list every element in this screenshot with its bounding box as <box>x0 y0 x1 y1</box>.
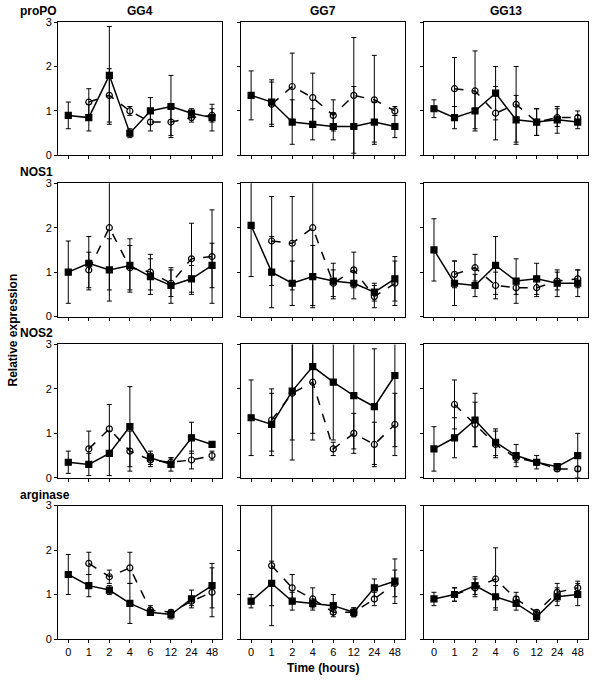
svg-text:1: 1 <box>451 646 457 658</box>
svg-text:24: 24 <box>368 646 380 658</box>
svg-text:2: 2 <box>46 544 52 556</box>
svg-text:1: 1 <box>269 646 275 658</box>
svg-text:4: 4 <box>493 646 499 658</box>
svg-text:0: 0 <box>46 149 52 161</box>
svg-text:12: 12 <box>531 646 543 658</box>
svg-text:0: 0 <box>46 633 52 645</box>
svg-text:1: 1 <box>46 427 52 439</box>
svg-text:1: 1 <box>86 646 92 658</box>
svg-text:48: 48 <box>389 646 401 658</box>
svg-text:2: 2 <box>46 222 52 234</box>
svg-text:4: 4 <box>127 646 133 658</box>
svg-text:2: 2 <box>289 646 295 658</box>
svg-text:arginase: arginase <box>20 488 70 502</box>
svg-text:0: 0 <box>431 646 437 658</box>
svg-text:1: 1 <box>46 105 52 117</box>
svg-text:0: 0 <box>46 472 52 484</box>
svg-text:GG7: GG7 <box>310 4 336 18</box>
svg-text:Relative expression: Relative expression <box>6 274 20 387</box>
svg-text:2: 2 <box>106 646 112 658</box>
svg-text:2: 2 <box>46 60 52 72</box>
svg-text:proPO: proPO <box>20 4 57 18</box>
svg-text:3: 3 <box>46 499 52 511</box>
svg-text:6: 6 <box>330 646 336 658</box>
svg-text:1: 1 <box>46 266 52 278</box>
svg-text:1: 1 <box>46 588 52 600</box>
svg-text:4: 4 <box>310 646 316 658</box>
svg-text:NOS2: NOS2 <box>20 326 53 340</box>
svg-text:NOS1: NOS1 <box>20 165 53 179</box>
svg-text:Time (hours): Time (hours) <box>287 661 359 675</box>
svg-text:3: 3 <box>46 338 52 350</box>
svg-text:24: 24 <box>185 646 197 658</box>
svg-text:48: 48 <box>206 646 218 658</box>
svg-text:12: 12 <box>165 646 177 658</box>
svg-text:GG13: GG13 <box>490 4 522 18</box>
svg-text:48: 48 <box>572 646 584 658</box>
svg-text:0: 0 <box>46 310 52 322</box>
svg-text:2: 2 <box>472 646 478 658</box>
svg-text:6: 6 <box>147 646 153 658</box>
svg-text:12: 12 <box>348 646 360 658</box>
svg-text:24: 24 <box>551 646 563 658</box>
svg-text:GG4: GG4 <box>127 4 153 18</box>
svg-text:3: 3 <box>46 16 52 28</box>
svg-text:0: 0 <box>65 646 71 658</box>
svg-text:6: 6 <box>513 646 519 658</box>
svg-text:2: 2 <box>46 383 52 395</box>
svg-text:0: 0 <box>248 646 254 658</box>
svg-text:3: 3 <box>46 177 52 189</box>
